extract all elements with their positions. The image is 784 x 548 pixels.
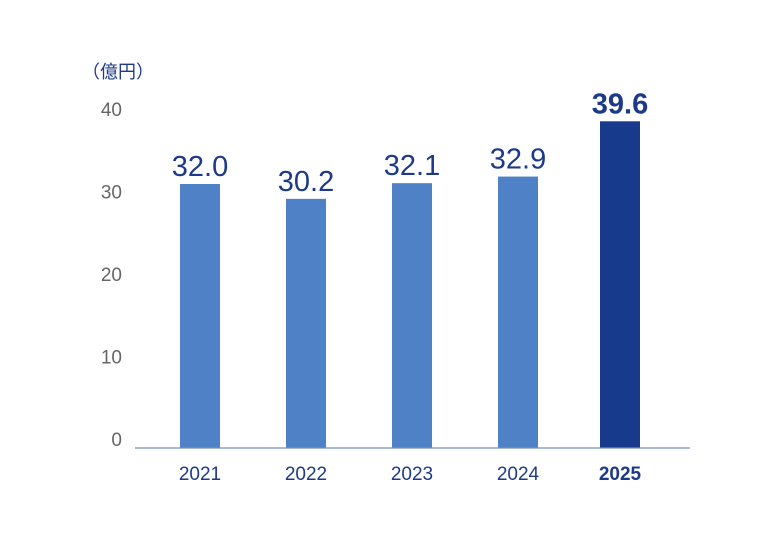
y-tick-label: 20 [101, 265, 122, 286]
bar-2024 [498, 176, 538, 448]
bar-2023 [392, 183, 432, 449]
x-tick-label-2022: 2022 [285, 464, 327, 485]
y-tick-label: 0 [111, 430, 122, 451]
y-axis: 0 10 20 30 40 [101, 100, 122, 451]
x-axis: 2021 2022 2023 2024 2025 [179, 464, 642, 485]
bars [180, 121, 640, 449]
unit-label: （億円） [82, 62, 154, 82]
x-tick-label-2024: 2024 [497, 464, 540, 485]
bar-2025 [600, 121, 640, 449]
data-label-2023: 32.1 [384, 150, 440, 182]
y-tick-label: 10 [101, 348, 122, 369]
data-label-2025: 39.6 [592, 88, 648, 120]
data-labels: 32.0 30.2 32.1 32.9 39.6 [172, 88, 648, 198]
data-label-2021: 32.0 [172, 151, 228, 183]
bar-2021 [180, 184, 220, 448]
bar-2022 [286, 198, 326, 448]
data-label-2024: 32.9 [490, 144, 546, 176]
x-tick-label-2021: 2021 [179, 464, 221, 485]
data-label-2022: 30.2 [278, 166, 334, 198]
x-tick-label-2025: 2025 [599, 464, 642, 485]
x-tick-label-2023: 2023 [391, 464, 433, 485]
y-tick-label: 30 [101, 183, 122, 204]
y-tick-label: 40 [101, 100, 122, 121]
